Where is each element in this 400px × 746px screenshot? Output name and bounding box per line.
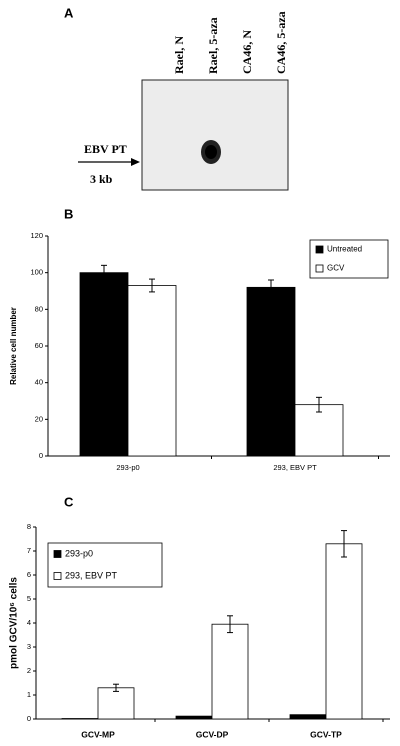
lane-labels: Rael, N Rael, 5-aza CA46, N CA46, 5-aza [172, 11, 288, 74]
legend-label: Untreated [327, 245, 362, 254]
x-tick-label: GCV-MP [81, 729, 115, 739]
y-tick-label: 0 [27, 714, 31, 723]
y-tick-label: 4 [27, 618, 31, 627]
y-tick-label: 40 [35, 378, 43, 387]
y-axis-label: pmol GCV/10⁶ cells [9, 577, 20, 669]
legend-swatch [53, 572, 62, 580]
size-label: 3 kb [90, 172, 113, 186]
x-tick-label: 293, EBV PT [273, 463, 317, 472]
y-tick-label: 8 [27, 522, 31, 531]
legend-swatch [315, 245, 324, 254]
y-tick-label: 6 [27, 570, 31, 579]
lane-label: Rael, N [172, 36, 186, 74]
y-tick-label: 60 [35, 341, 43, 350]
arrow-head [131, 158, 140, 166]
legend-label: 293, EBV PT [65, 570, 118, 580]
bar [246, 286, 296, 457]
y-tick-label: 20 [35, 414, 43, 423]
legend-label: GCV [327, 264, 345, 273]
y-axis-label: Relative cell number [9, 307, 18, 385]
y-tick-label: 2 [27, 666, 31, 675]
y-tick-label: 100 [30, 268, 43, 277]
error-bar [149, 278, 155, 293]
panel-letter: B [64, 206, 73, 221]
y-tick-label: 1 [27, 690, 31, 699]
bar [211, 623, 249, 720]
legend-swatch [53, 550, 62, 558]
band-label: EBV PT [84, 142, 127, 156]
bar [79, 272, 129, 457]
lane-label: Rael, 5-aza [206, 17, 220, 74]
bar [294, 404, 344, 457]
bar [175, 715, 213, 720]
blot-band-core [205, 145, 217, 159]
error-bar [101, 264, 107, 281]
x-tick-label: 293-p0 [116, 463, 139, 472]
lane-label: CA46, N [240, 30, 254, 74]
error-bar [113, 683, 119, 692]
y-tick-label: 5 [27, 594, 31, 603]
error-bar [316, 396, 322, 413]
y-tick-label: 0 [39, 451, 43, 460]
error-bar [268, 279, 274, 296]
y-tick-label: 120 [30, 231, 43, 240]
error-bar [341, 530, 347, 558]
panel-letter: A [64, 5, 74, 20]
blot [141, 79, 289, 191]
y-tick-label: 3 [27, 642, 31, 651]
bar [97, 687, 135, 720]
legend-box [47, 542, 163, 588]
error-bar [227, 615, 233, 634]
y-tick-label: 80 [35, 304, 43, 313]
y-tick-label: 7 [27, 546, 31, 555]
legend-label: 293-p0 [65, 548, 93, 558]
lane-label: CA46, 5-aza [274, 11, 288, 74]
bar [289, 714, 327, 720]
legend-swatch [315, 264, 324, 273]
x-tick-label: GCV-TP [310, 729, 342, 739]
x-tick-label: GCV-DP [196, 729, 229, 739]
bar [325, 543, 363, 720]
panel-letter: C [64, 494, 74, 509]
bar [127, 285, 177, 457]
